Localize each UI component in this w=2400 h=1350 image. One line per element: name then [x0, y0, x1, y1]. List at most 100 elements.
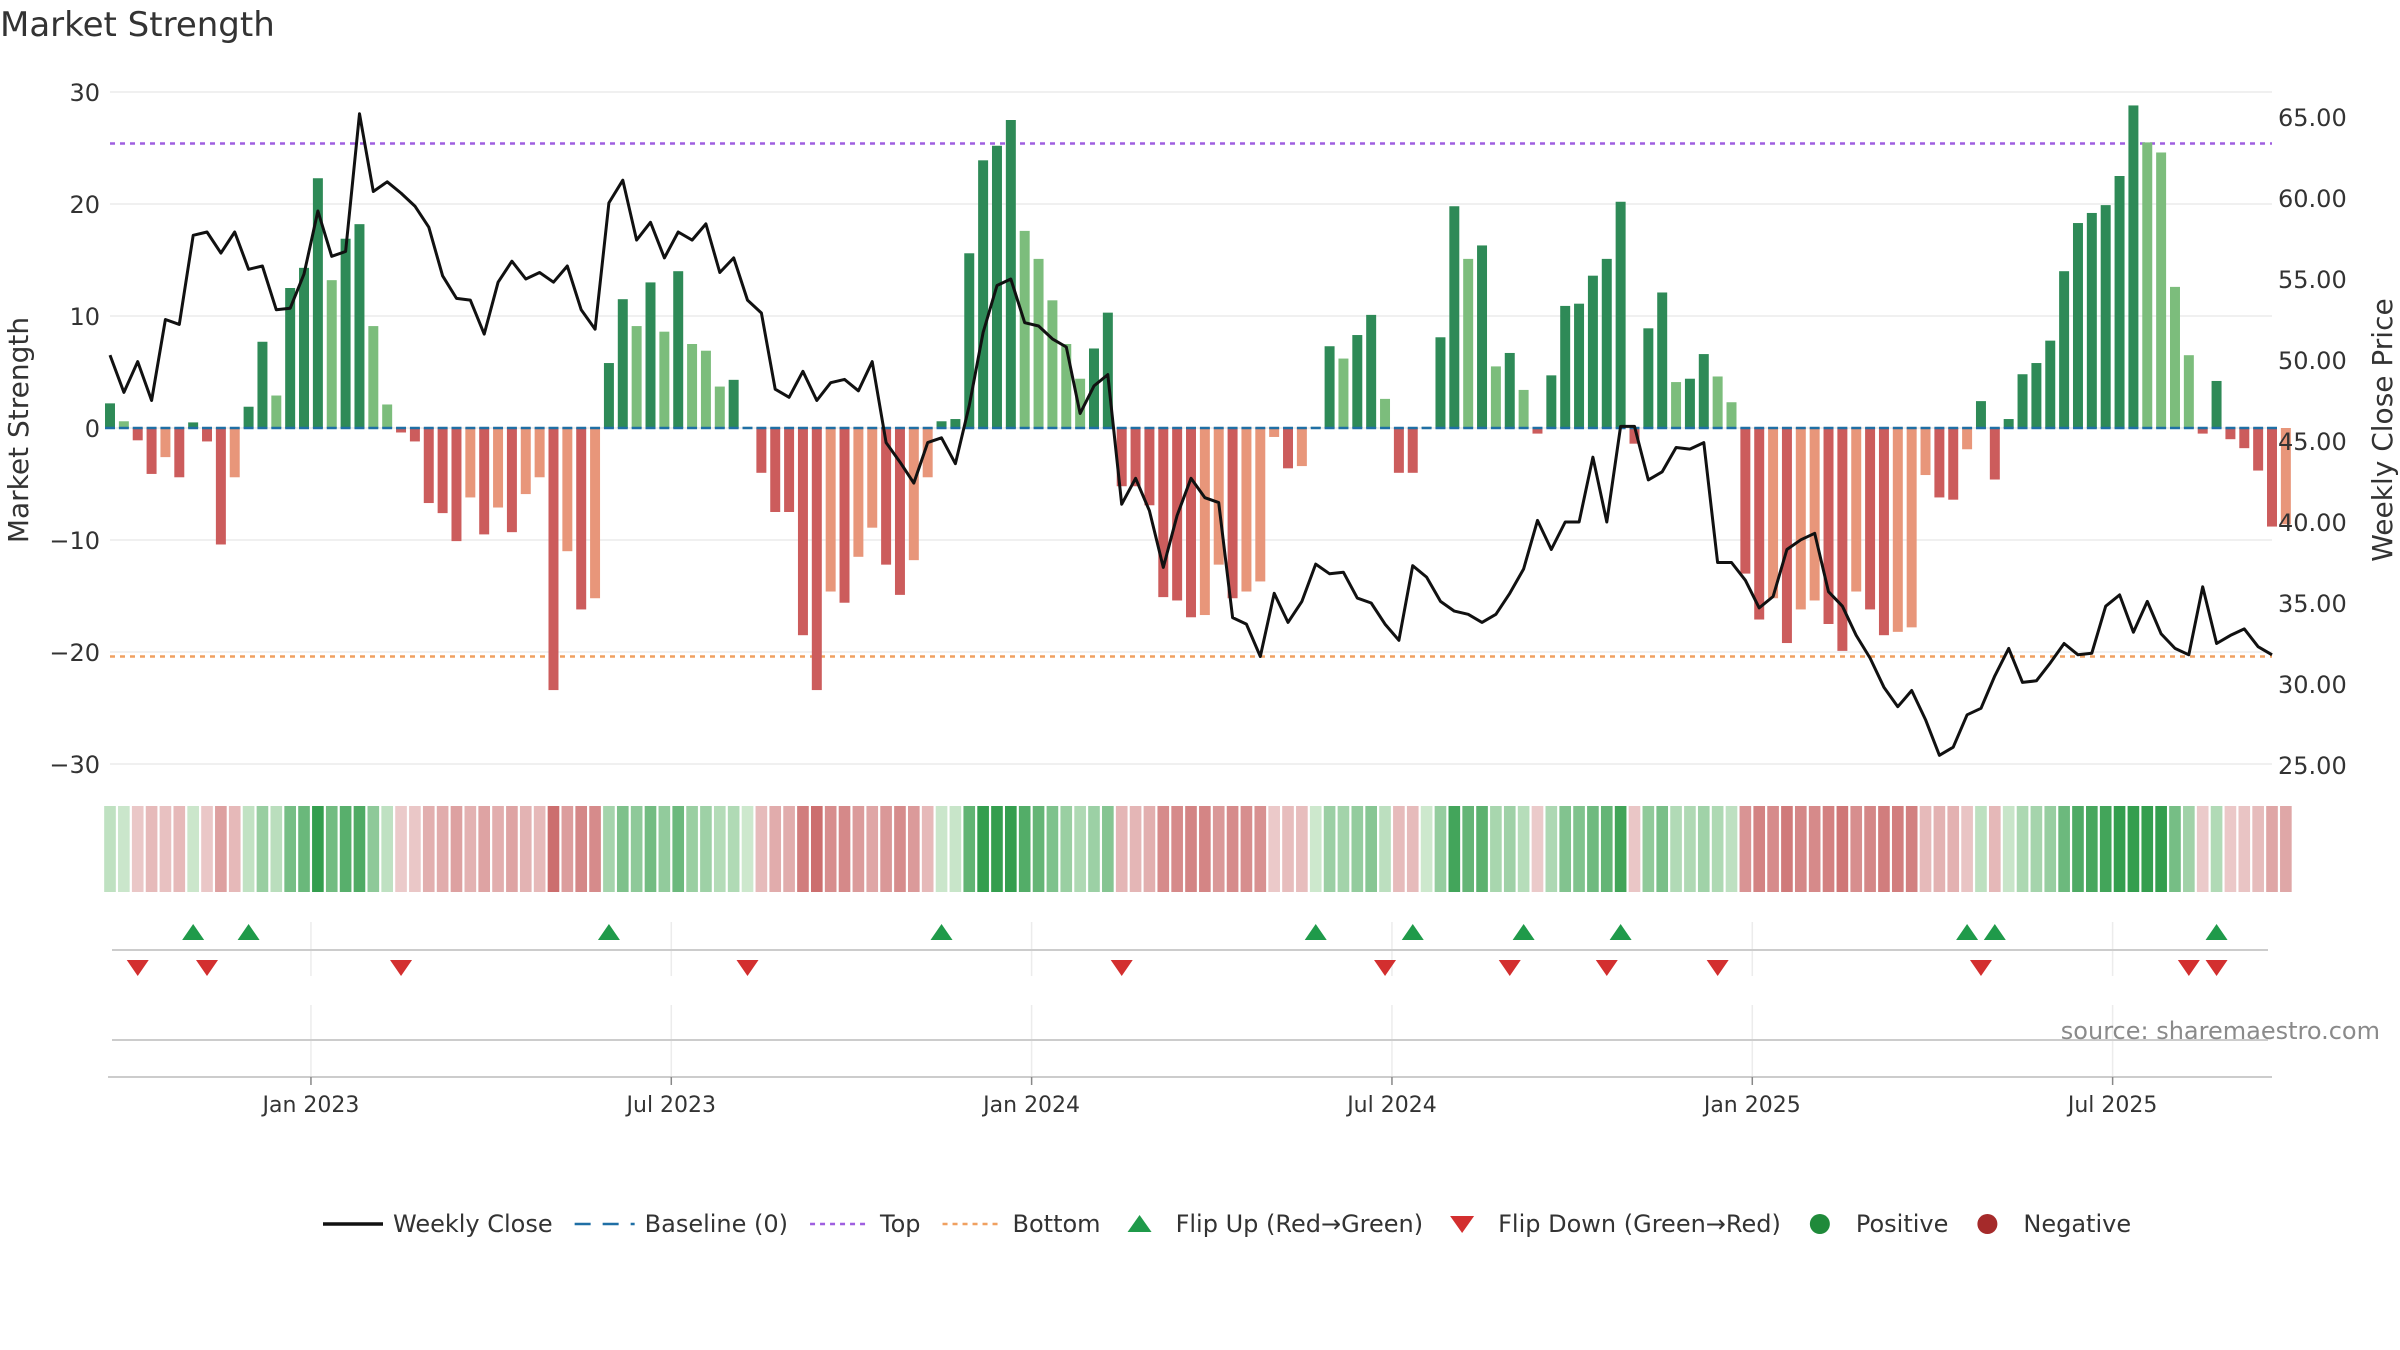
strength-bar [271, 395, 282, 428]
strip-cell [1753, 806, 1766, 892]
strength-bar [2280, 428, 2291, 525]
strength-bar [700, 350, 711, 428]
strength-bar [1199, 428, 1210, 616]
strength-bar [881, 428, 892, 565]
legend-item: Flip Up (Red→Green) [1127, 1210, 1424, 1238]
strength-bar [1186, 428, 1196, 618]
strength-bar [257, 341, 268, 428]
strength-bar [1490, 366, 1501, 428]
strip-cell [1309, 806, 1322, 892]
strip-cell [2169, 806, 2181, 892]
left-tick-label: 0 [85, 415, 100, 443]
strip-cell [2280, 806, 2292, 892]
right-tick-label: 35.00 [2278, 590, 2347, 618]
strip-cell [1212, 806, 1225, 892]
strength-bar [1324, 346, 1335, 428]
strength-bar [1657, 292, 1668, 428]
flip-down-marker [1706, 960, 1729, 976]
strip-cell [658, 806, 671, 892]
strip-cell [1323, 806, 1336, 892]
flip-up-marker [1609, 924, 1632, 940]
strength-bar [1878, 428, 1889, 636]
strength-bar [1920, 428, 1931, 476]
strip-cell [1337, 806, 1350, 892]
strength-bar [714, 386, 725, 428]
flip-down-marker [2177, 960, 2200, 976]
strip-cell [852, 806, 865, 892]
strength-bar [382, 404, 393, 428]
strip-cell [118, 806, 130, 892]
strip-cell [2030, 806, 2043, 892]
strength-bar [2267, 428, 2277, 527]
strip-cell [880, 806, 892, 892]
strip-cell [256, 806, 269, 892]
strength-bar [1754, 428, 1765, 620]
strip-cell [1808, 806, 1821, 892]
strip-cell [1933, 806, 1946, 892]
right-tick-label: 65.00 [2278, 104, 2347, 132]
strength-bar [1033, 258, 1044, 428]
strip-cell [838, 806, 851, 892]
strip-cell [1794, 806, 1807, 892]
strip-cell [159, 806, 172, 892]
strength-bar [2128, 105, 2139, 428]
legend-label: Top [879, 1210, 921, 1238]
strip-cell [395, 806, 407, 892]
strength-bar [1726, 402, 1737, 428]
strength-bar [784, 428, 795, 512]
strip-cell [450, 806, 463, 892]
left-axis-label: Market Strength [2, 317, 35, 543]
strip-cell [1448, 806, 1461, 892]
strip-cell [797, 806, 809, 892]
strength-bar [1587, 275, 1598, 428]
strip-cell [1545, 806, 1558, 892]
strength-bar [1809, 428, 1820, 601]
legend-label: Weekly Close [393, 1210, 553, 1238]
strength-bar [1158, 428, 1169, 598]
strength-bar [839, 428, 850, 603]
strip-cell [1975, 806, 1987, 892]
strip-cell [1226, 806, 1239, 892]
strip-cell [2099, 806, 2112, 892]
strength-bar [894, 428, 905, 595]
strip-cell [1656, 806, 1669, 892]
strength-bar [506, 428, 517, 533]
strength-bar [2169, 286, 2180, 428]
strip-cell [1060, 806, 1073, 892]
strip-cell [1614, 806, 1627, 892]
strength-bar [105, 403, 115, 428]
strip-cell [1185, 806, 1197, 892]
legend-label: Flip Up (Red→Green) [1176, 1210, 1424, 1238]
strength-bar [202, 428, 213, 442]
left-tick-label: −20 [49, 639, 100, 667]
strip-cell [866, 806, 879, 892]
legend-item: Weekly Close [323, 1210, 553, 1238]
strip-cell [339, 806, 352, 892]
strip-cell [353, 806, 366, 892]
strip-cell [1781, 806, 1793, 892]
strip-cell [2238, 806, 2251, 892]
flip-up-marker [930, 924, 953, 940]
x-tick-label: Jul 2024 [1345, 1093, 1437, 1118]
strip-cell [727, 806, 740, 892]
strip-cell [1517, 806, 1530, 892]
strip-cell [907, 806, 920, 892]
strength-bar [1712, 376, 1723, 428]
strength-bar [1116, 428, 1127, 487]
strength-bar [437, 428, 448, 514]
strip-cell [672, 806, 685, 892]
strip-cell [977, 806, 989, 892]
strength-bar [465, 428, 476, 498]
strip-cell [713, 806, 726, 892]
strip-cell [270, 806, 283, 892]
strip-cell [561, 806, 574, 892]
right-tick-label: 50.00 [2278, 347, 2347, 375]
strength-bar [188, 422, 199, 428]
strength-bar [340, 238, 351, 428]
strength-bar [1768, 428, 1779, 599]
left-y-axis: 30 20 10 0 −10 −20 −30 [49, 79, 100, 779]
strength-bar [617, 299, 628, 428]
strength-bar [811, 428, 822, 691]
strip-cell [686, 806, 698, 892]
strength-bar [1740, 428, 1751, 574]
